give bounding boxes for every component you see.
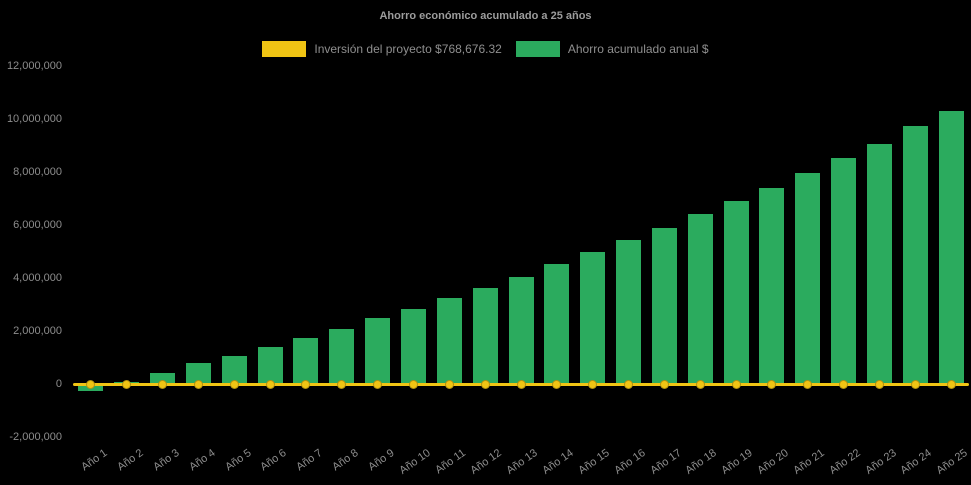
x-tick-label: Año 17 <box>647 447 684 477</box>
savings-bar-año-14[interactable] <box>544 263 570 384</box>
investment-line-marker[interactable] <box>408 379 418 389</box>
x-tick-label: Año 12 <box>468 447 505 477</box>
investment-line-marker[interactable] <box>193 379 203 389</box>
y-tick-label: 4,000,000 <box>13 272 62 284</box>
x-tick-label: Año 1 <box>79 447 110 474</box>
y-tick-label: 2,000,000 <box>13 325 62 337</box>
savings-bar-año-18[interactable] <box>687 213 713 384</box>
y-tick-label: 12,000,000 <box>6 60 62 72</box>
x-tick-label: Año 22 <box>826 447 863 477</box>
investment-line-marker[interactable] <box>659 379 669 389</box>
x-tick-label: Año 9 <box>366 447 397 474</box>
savings-bar-año-10[interactable] <box>400 309 426 384</box>
investment-line-marker[interactable] <box>695 379 705 389</box>
investment-line-marker[interactable] <box>229 379 239 389</box>
legend-label-savings: Ahorro acumulado anual $ <box>567 42 709 56</box>
x-tick-label: Año 23 <box>862 447 899 477</box>
savings-bar-año-20[interactable] <box>759 187 785 384</box>
savings-bar-año-8[interactable] <box>329 328 355 384</box>
legend-item-savings[interactable]: Ahorro acumulado anual $ <box>515 41 709 57</box>
investment-line-marker[interactable] <box>552 379 562 389</box>
x-tick-label: Año 5 <box>222 447 254 474</box>
x-tick-label: Año 10 <box>396 447 433 477</box>
y-tick-label: 8,000,000 <box>13 166 62 178</box>
y-tick-label: 10,000,000 <box>6 113 62 125</box>
x-tick-label: Año 16 <box>611 447 648 477</box>
savings-bar-año-13[interactable] <box>508 276 534 384</box>
savings-bar-año-12[interactable] <box>472 288 498 384</box>
investment-line-marker[interactable] <box>301 379 311 389</box>
investment-line-marker[interactable] <box>158 379 168 389</box>
x-tick-label: Año 21 <box>791 447 827 477</box>
investment-line-marker[interactable] <box>265 379 275 389</box>
savings-bar-año-19[interactable] <box>723 200 749 384</box>
investment-line-marker[interactable] <box>803 379 813 389</box>
x-tick-label: Año 18 <box>683 447 720 477</box>
savings-bar-año-16[interactable] <box>616 239 642 384</box>
investment-line-marker[interactable] <box>910 379 920 389</box>
investment-line-marker[interactable] <box>731 379 741 389</box>
x-tick-label: Año 11 <box>433 447 469 477</box>
x-tick-label: Año 25 <box>934 447 970 477</box>
savings-bar-año-3[interactable] <box>150 372 176 384</box>
y-tick-label: 6,000,000 <box>13 219 62 231</box>
savings-bar-año-9[interactable] <box>365 318 391 384</box>
x-tick-label: Año 6 <box>258 447 290 474</box>
investment-line-marker[interactable] <box>86 379 96 389</box>
x-tick-label: Año 19 <box>719 447 755 477</box>
investment-line-marker[interactable] <box>480 379 490 389</box>
savings-bar-año-6[interactable] <box>257 346 283 384</box>
investment-line-marker[interactable] <box>444 379 454 389</box>
investment-line-marker[interactable] <box>516 379 526 389</box>
legend-label-investment: Inversión del proyecto $768,676.32 <box>314 42 502 56</box>
investment-swatch-icon <box>262 41 307 57</box>
savings-bar-año-24[interactable] <box>902 125 928 384</box>
x-tick-label: Año 7 <box>294 447 325 474</box>
y-tick-label: 0 <box>55 378 62 390</box>
investment-line-marker[interactable] <box>122 379 132 389</box>
y-tick-label: -2,000,000 <box>9 431 62 443</box>
investment-line-marker[interactable] <box>337 379 347 389</box>
x-tick-label: Año 3 <box>151 447 182 474</box>
x-tick-label: Año 13 <box>504 447 540 477</box>
savings-bar-año-22[interactable] <box>831 157 857 384</box>
x-tick-label: Año 2 <box>115 447 146 474</box>
savings-bar-año-4[interactable] <box>185 363 211 384</box>
investment-line-marker[interactable] <box>874 379 884 389</box>
savings-bar-año-11[interactable] <box>436 297 462 384</box>
investment-line-marker[interactable] <box>946 379 956 389</box>
savings-bar-año-15[interactable] <box>580 252 606 384</box>
savings-bar-año-25[interactable] <box>938 111 964 384</box>
x-tick-label: Año 4 <box>186 447 218 474</box>
savings-bar-año-23[interactable] <box>866 143 892 384</box>
legend-item-investment[interactable]: Inversión del proyecto $768,676.32 <box>262 41 502 57</box>
savings-swatch-icon <box>515 41 560 57</box>
x-tick-label: Año 8 <box>330 447 361 474</box>
savings-bar-año-7[interactable] <box>293 337 319 384</box>
x-tick-label: Año 24 <box>898 447 935 477</box>
savings-bar-año-17[interactable] <box>651 227 677 384</box>
x-tick-label: Año 20 <box>755 447 791 477</box>
investment-line-marker[interactable] <box>767 379 777 389</box>
investment-line-marker[interactable] <box>373 379 383 389</box>
investment-line-marker[interactable] <box>839 379 849 389</box>
chart-legend: Inversión del proyecto $768,676.32 Ahorr… <box>0 41 971 57</box>
investment-line-marker[interactable] <box>588 379 598 389</box>
x-tick-label: Año 14 <box>540 447 576 477</box>
investment-line-marker[interactable] <box>624 379 634 389</box>
savings-bar-año-5[interactable] <box>221 355 247 384</box>
savings-bar-año-21[interactable] <box>795 173 821 384</box>
chart-title: Ahorro económico acumulado a 25 años <box>379 10 592 22</box>
x-tick-label: Año 15 <box>576 447 612 477</box>
